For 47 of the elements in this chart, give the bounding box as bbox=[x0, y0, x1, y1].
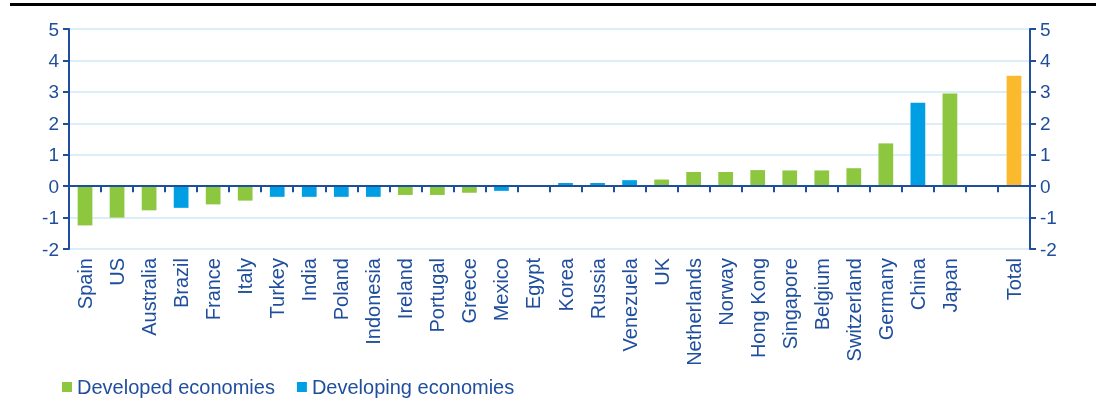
y-tick-label: -1 bbox=[42, 207, 59, 229]
x-tick-label: Indonesia bbox=[362, 257, 385, 345]
y2-tick-label: 4 bbox=[1040, 49, 1051, 71]
y-tick-label: 1 bbox=[48, 144, 59, 166]
y-tick-label: 3 bbox=[48, 81, 59, 103]
y2-tick-label: -1 bbox=[1040, 207, 1057, 229]
x-tick-label: Turkey bbox=[266, 258, 289, 319]
x-tick-label: Japan bbox=[938, 258, 961, 313]
x-tick-label: Brazil bbox=[170, 258, 193, 309]
x-tick-label: Korea bbox=[554, 257, 577, 312]
x-tick-label: Portugal bbox=[426, 258, 449, 333]
y2-tick-label: 3 bbox=[1040, 81, 1051, 103]
x-tick-label: US bbox=[106, 258, 129, 286]
y2-tick-label: 2 bbox=[1040, 112, 1051, 134]
y2-tick-label: 1 bbox=[1040, 144, 1051, 166]
x-tick-label: Australia bbox=[138, 257, 161, 336]
y-tick-label: 5 bbox=[48, 18, 59, 40]
x-tick-label: Italy bbox=[234, 258, 257, 295]
x-tick-label: France bbox=[202, 258, 225, 321]
legend-label: Developed economies bbox=[77, 376, 275, 398]
x-tick-label: Germany bbox=[874, 258, 897, 341]
x-tick-label: UK bbox=[650, 257, 673, 286]
x-tick-label: China bbox=[906, 257, 929, 311]
y-tick-label: 2 bbox=[48, 112, 59, 134]
x-tick-label: Greece bbox=[458, 258, 481, 324]
y-tick-label: 4 bbox=[48, 49, 60, 71]
x-tick-label: Norway bbox=[714, 258, 737, 326]
x-tick-label: India bbox=[298, 257, 321, 302]
x-tick-label: Netherlands bbox=[682, 258, 705, 366]
x-tick-label: Singapore bbox=[778, 258, 801, 350]
x-tick-label: Total bbox=[1002, 258, 1025, 301]
x-tick-label: Belgium bbox=[810, 258, 833, 331]
x-tick-label: Switzerland bbox=[842, 258, 865, 362]
x-tick-label: Ireland bbox=[394, 258, 417, 320]
y2-tick-label: -2 bbox=[1040, 238, 1057, 260]
x-tick-label: Mexico bbox=[490, 258, 513, 322]
x-tick-label: Poland bbox=[330, 258, 353, 321]
x-tick-label: Egypt bbox=[522, 257, 545, 310]
y2-tick-label: 5 bbox=[1040, 18, 1051, 40]
y-tick-label: 0 bbox=[48, 175, 59, 197]
x-tick-label: Venezuela bbox=[618, 257, 641, 352]
x-tick-label: Russia bbox=[586, 257, 609, 320]
x-tick-label: Hong Kong bbox=[746, 258, 769, 359]
legend-label: Developing economies bbox=[311, 376, 515, 398]
y2-tick-label: 0 bbox=[1040, 175, 1051, 197]
y-tick-label: -2 bbox=[42, 238, 59, 260]
x-tick-label: Spain bbox=[74, 258, 97, 310]
